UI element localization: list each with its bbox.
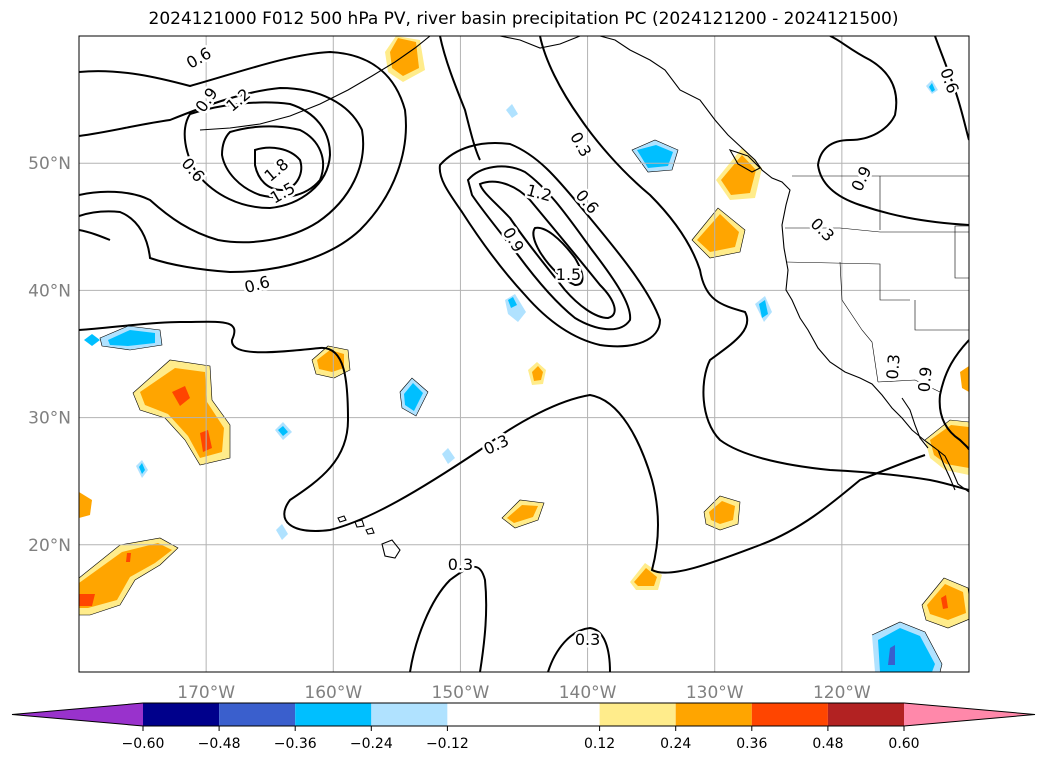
contour-label: 0.30.3 xyxy=(572,627,602,651)
svg-text:0.3: 0.3 xyxy=(448,555,473,574)
map-panel xyxy=(79,36,969,672)
precip-negative xyxy=(84,80,942,672)
lat-tick-label: 50°N xyxy=(28,154,71,174)
colorbar-tick-label: 0.60 xyxy=(888,736,919,752)
lat-tick-label: 20°N xyxy=(28,536,71,556)
colorbar-tick-label: −0.48 xyxy=(198,736,241,752)
svg-text:0.3: 0.3 xyxy=(883,353,904,380)
contour-label: 0.30.3 xyxy=(880,351,906,383)
colorbar-bin xyxy=(827,703,904,726)
lon-tick-label: 150°W xyxy=(432,683,490,703)
colorbar-bin xyxy=(751,703,828,726)
colorbar-bin xyxy=(371,703,448,726)
colorbar-bin xyxy=(219,703,296,726)
lon-tick-label: 140°W xyxy=(559,683,617,703)
contour-label: 1.51.5 xyxy=(553,262,583,286)
contour-label: 0.90.9 xyxy=(912,363,938,395)
colorbar-tick-label: −0.36 xyxy=(274,736,317,752)
colorbar-tick-label: −0.12 xyxy=(426,736,469,752)
svg-text:0.3: 0.3 xyxy=(448,555,473,574)
svg-text:1.5: 1.5 xyxy=(556,265,581,284)
svg-text:0.3: 0.3 xyxy=(575,630,600,649)
colorbar-tick-label: −0.24 xyxy=(350,736,393,752)
borders xyxy=(785,175,969,393)
contour-label: 0.30.3 xyxy=(445,552,475,576)
svg-text:0.3: 0.3 xyxy=(883,353,904,380)
precip-positive-small xyxy=(312,36,969,628)
coastlines xyxy=(199,36,969,559)
map-frame xyxy=(78,35,970,673)
graticule xyxy=(79,36,969,672)
latitude-tick-labels: 50°N 40°N 30°N 20°N xyxy=(28,154,71,556)
lat-tick-label: 30°N xyxy=(28,409,71,429)
lat-tick-label: 40°N xyxy=(28,281,71,301)
colorbar-bin xyxy=(143,703,220,726)
colorbar-bin xyxy=(447,703,600,726)
svg-text:1.5: 1.5 xyxy=(556,265,581,284)
colorbar-bin xyxy=(675,703,752,726)
lon-tick-label: 130°W xyxy=(686,683,744,703)
colorbar-bin xyxy=(295,703,372,726)
svg-text:0.9: 0.9 xyxy=(914,366,935,393)
colorbar-max-extension xyxy=(904,703,1035,726)
lon-tick-label: 120°W xyxy=(813,683,871,703)
colorbar: −0.60 −0.48 −0.36 −0.24 −0.12 0.12 0.24 0.36 0.4… xyxy=(11,702,1036,752)
lon-tick-label: 160°W xyxy=(304,683,362,703)
colorbar-tick-label: 0.48 xyxy=(812,736,843,752)
lon-tick-label: 170°W xyxy=(177,683,235,703)
colorbar-bin xyxy=(599,703,676,726)
colorbar-tick-label: 0.36 xyxy=(736,736,767,752)
svg-text:1.2: 1.2 xyxy=(524,180,554,205)
colorbar-tick-label: −0.60 xyxy=(122,736,165,752)
colorbar-tick-label: 0.24 xyxy=(660,736,691,752)
colorbar-min-extension xyxy=(12,703,143,726)
precip-positive-cluster-sw xyxy=(79,492,178,615)
svg-text:0.3: 0.3 xyxy=(575,630,600,649)
precipitation-shading xyxy=(79,36,969,672)
pv-contours xyxy=(79,36,969,672)
colorbar-tick-label: 0.12 xyxy=(584,736,615,752)
longitude-tick-labels: 170°W 160°W 150°W 140°W 130°W 120°W xyxy=(177,683,871,703)
map-title: 2024121000 F012 500 hPa PV, river basin … xyxy=(148,9,899,29)
